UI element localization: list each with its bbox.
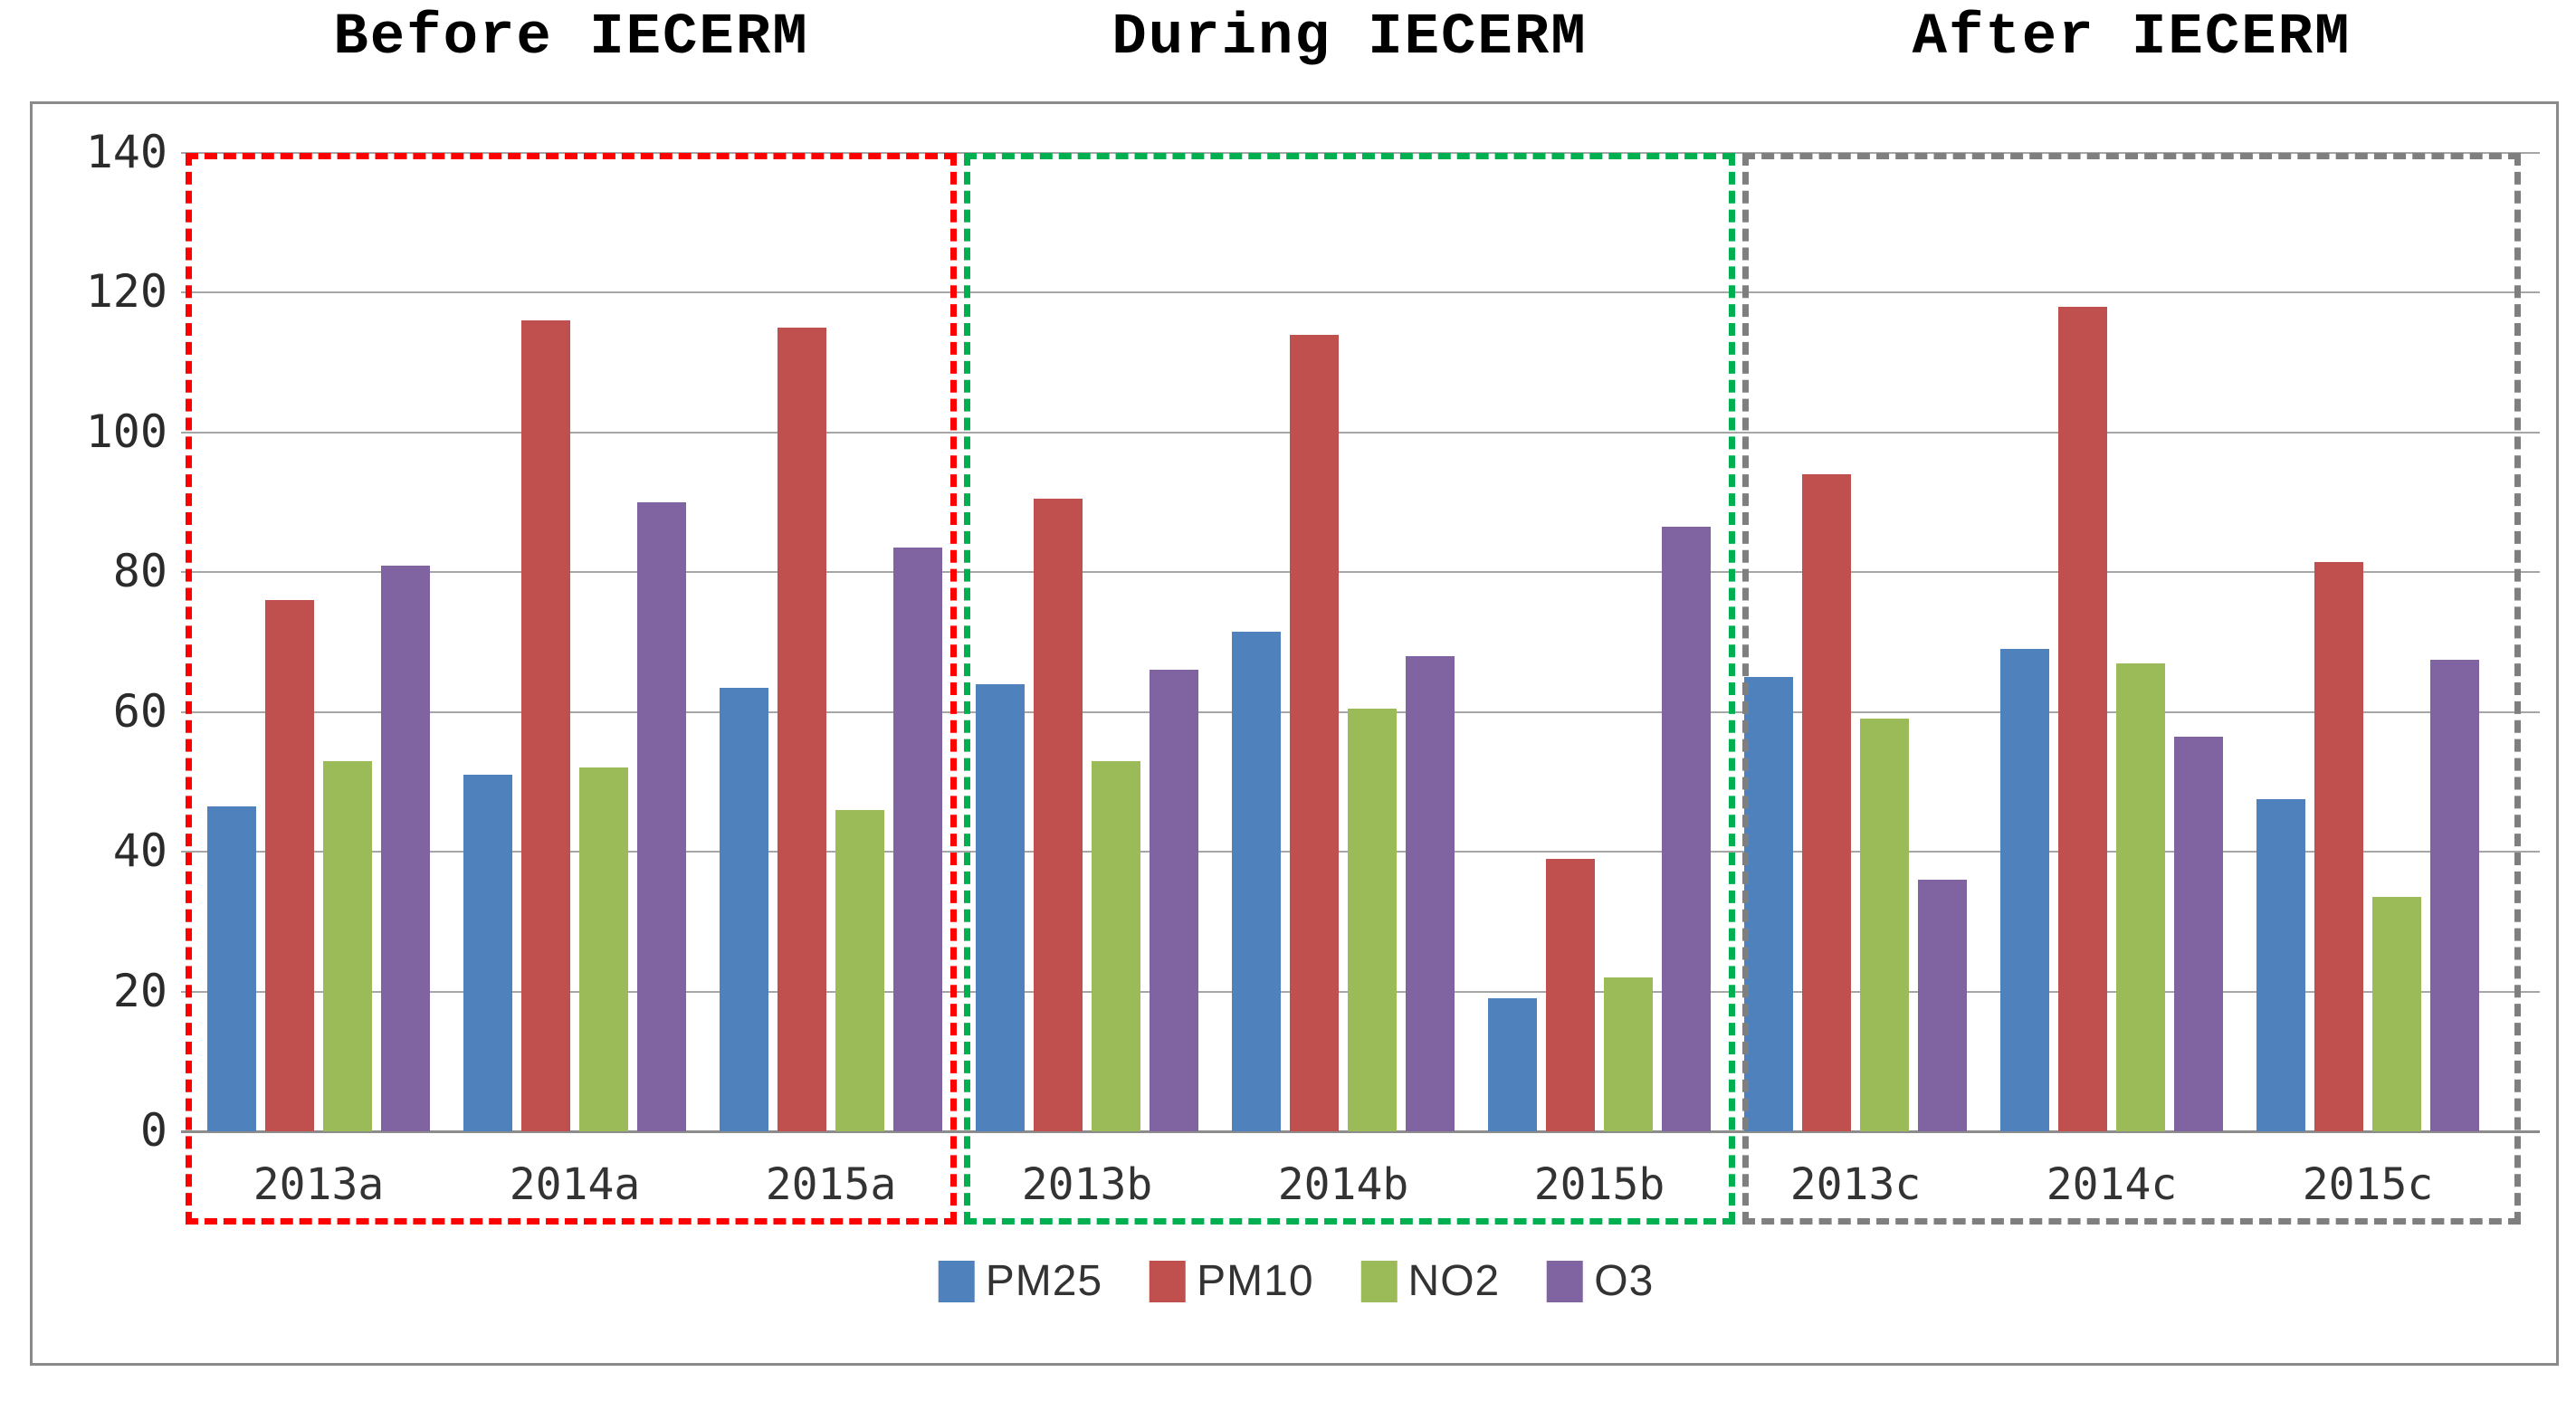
section-title-after-iecerm: After IECERM [1912,5,2352,71]
bar-2015b-no2 [1604,977,1653,1131]
bar-2015b-pm10 [1546,858,1595,1131]
y-tick-label-140: 140 [85,126,167,178]
bar-2014a-pm25 [463,775,512,1131]
bar-2014a-no2 [579,767,628,1131]
x-axis-label-2013b: 2013b [1021,1159,1153,1210]
bar-2013b-pm25 [976,683,1025,1131]
bar-2014a-pm10 [521,320,570,1131]
bar-2013b-o3 [1150,670,1198,1131]
bar-2013c-pm10 [1802,474,1851,1131]
bar-2014b-pm25 [1232,631,1281,1131]
legend-label-o3: O3 [1594,1257,1655,1305]
y-tick-label-20: 20 [112,964,167,1017]
x-axis-label-2014c: 2014c [2046,1159,2178,1210]
y-tick-label-120: 120 [85,265,167,319]
bar-2013a-pm25 [207,805,256,1131]
x-axis-label-2014b: 2014b [1277,1159,1409,1210]
legend-swatch-pm25 [938,1260,975,1302]
x-axis-label-2013c: 2013c [1789,1159,1922,1210]
bar-2015c-pm25 [2256,799,2305,1131]
bar-2013c-no2 [1860,719,1909,1131]
x-axis-label-2013a: 2013a [253,1159,385,1210]
bar-2013a-no2 [323,760,372,1131]
bar-2015a-o3 [893,548,942,1131]
chart-legend: PM25 PM10 NO2 O3 [938,1256,1655,1306]
after-iecerm-dashed-box [1742,153,2521,1225]
x-axis-label-2015a: 2015a [765,1159,897,1210]
y-tick-label-40: 40 [112,824,167,878]
bar-2014b-pm10 [1290,334,1339,1131]
legend-item-pm10: PM10 [1150,1256,1313,1306]
gridline-120 [181,291,2540,294]
bar-2015c-pm10 [2314,561,2363,1131]
bar-2015b-o3 [1662,527,1711,1131]
bar-2015a-no2 [835,809,884,1131]
y-tick-label-80: 80 [112,545,167,598]
x-axis-label-2015c: 2015c [2302,1159,2434,1210]
legend-swatch-o3 [1547,1260,1584,1302]
legend-item-o3: O3 [1547,1256,1654,1306]
bar-2014a-o3 [637,502,686,1131]
legend-swatch-pm10 [1150,1260,1187,1302]
y-tick-label-100: 100 [85,405,167,458]
legend-label-pm25: PM25 [985,1257,1103,1305]
bar-2013b-no2 [1092,760,1140,1131]
bar-2013b-pm10 [1034,499,1083,1131]
bar-2014c-o3 [2174,736,2223,1131]
bar-2014b-no2 [1348,708,1397,1131]
before-iecerm-dashed-box [186,153,957,1225]
bar-2013a-o3 [381,565,430,1131]
x-axis-label-2014a: 2014a [509,1159,641,1210]
legend-item-no2: NO2 [1360,1256,1501,1306]
bar-2013a-pm10 [265,600,314,1131]
x-axis-label-2015b: 2015b [1533,1159,1665,1210]
y-tick-label-0: 0 [139,1104,167,1157]
legend-label-no2: NO2 [1407,1257,1501,1305]
gridline-80 [181,571,2540,574]
y-tick-label-60: 60 [112,684,167,738]
bar-2015c-no2 [2372,897,2421,1131]
legend-swatch-no2 [1360,1260,1398,1302]
section-title-before-iecerm: Before IECERM [333,5,809,71]
bar-2014c-pm10 [2058,306,2107,1131]
bar-2015c-o3 [2430,659,2479,1131]
gridline-100 [181,431,2540,434]
bar-2015b-pm25 [1488,998,1537,1131]
bar-2015a-pm10 [778,328,826,1131]
section-title-during-iecerm: During IECERM [1111,5,1588,71]
bar-2013c-o3 [1918,880,1967,1131]
during-iecerm-dashed-box [964,153,1735,1225]
bar-2014c-no2 [2116,662,2165,1131]
bar-2014c-pm25 [2000,649,2049,1131]
legend-label-pm10: PM10 [1197,1257,1314,1305]
bar-2015a-pm25 [720,687,768,1131]
legend-item-pm25: PM25 [938,1256,1103,1306]
gridline-0 [181,1130,2540,1133]
bar-2013c-pm25 [1744,677,1793,1131]
bar-2014b-o3 [1406,655,1455,1131]
